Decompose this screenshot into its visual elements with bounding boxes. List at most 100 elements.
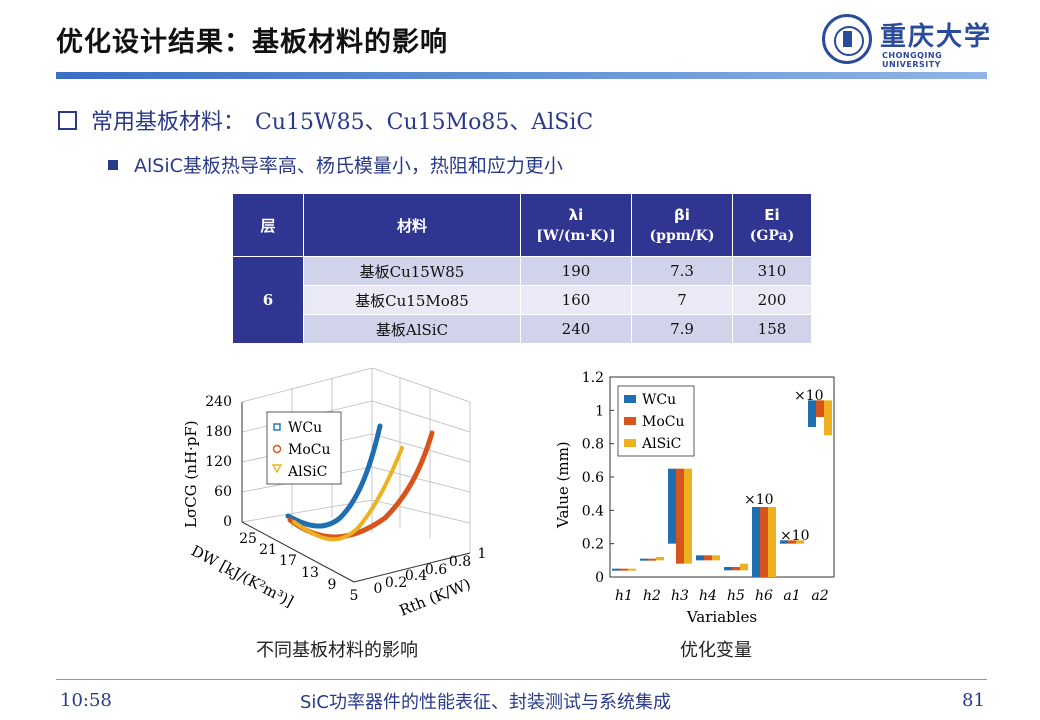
lambda-cell: 160 [520, 285, 632, 315]
header-divider [56, 72, 987, 79]
checkbox-bullet-icon [58, 111, 77, 130]
table-row: 基板AlSiC 240 7.9 158 [233, 314, 812, 344]
header-beta-symbol: βi [674, 206, 690, 224]
logo-name: 重庆大学 [880, 22, 993, 52]
y-tick: 25 [239, 531, 257, 547]
z-tick: 120 [205, 454, 232, 470]
header-e: Ei (GPa) [732, 193, 812, 257]
y-tick: 21 [259, 542, 277, 558]
y-tick-label: 1 [595, 403, 604, 419]
z-tick: 180 [205, 424, 232, 440]
slide-title: 优化设计结果：基板材料的影响 [56, 27, 448, 58]
y-tick-label: 0.6 [582, 470, 604, 486]
footer-title: SiC功率器件的性能表征、封装测试与系统集成 [300, 692, 671, 713]
scale-annotation: ×10 [794, 388, 824, 404]
variables-bar-chart: 0 0.2 0.4 0.6 0.8 1 1.2 h1 h2 h3 h4 h5 h6 a1 a2 Value… [554, 370, 835, 626]
series-wcu-curve [285, 423, 383, 529]
material-cell: 基板AlSiC [303, 314, 521, 344]
y-tick-label: 1.2 [582, 370, 604, 386]
bar-wcu-h6 [752, 507, 760, 577]
legend-label: MoCu [642, 414, 685, 430]
mocu-marker-icon [272, 444, 282, 454]
square-bullet-icon [108, 160, 118, 170]
bar-mocu-h1 [620, 568, 628, 571]
bar-mocu-a1 [788, 540, 796, 544]
x-tick-label: h3 [671, 588, 689, 604]
x-tick-label: a1 [783, 588, 800, 604]
caption-right: 优化变量 [680, 640, 752, 661]
header-material: 材料 [303, 193, 521, 257]
header-lambda-symbol: λi [568, 206, 584, 224]
bar-wcu-a1 [780, 540, 788, 544]
bar-mocu-h4 [704, 555, 712, 561]
table-row: 基板Cu15Mo85 160 7 200 [233, 285, 812, 315]
y-tick: 17 [279, 553, 297, 569]
bar-wcu-h5 [724, 567, 732, 571]
x-tick: 0 [374, 581, 383, 597]
y-tick-label: 0 [595, 570, 604, 586]
bar-alsic-a2 [824, 400, 832, 436]
header-lambda-unit: [W/(m·K)] [536, 228, 616, 244]
y-tick: 13 [301, 565, 319, 581]
x-tick: 1 [478, 546, 487, 562]
plot3d-axes [241, 402, 471, 583]
bar-wcu-h2 [640, 558, 648, 561]
x-tick: 0.6 [425, 562, 447, 578]
mocu-swatch-icon [624, 417, 636, 425]
material-cell: 基板Cu15Mo85 [303, 285, 521, 315]
y-tick-label: 0.8 [582, 437, 604, 453]
x-axis-label: Variables [686, 608, 757, 626]
bar-alsic-h1 [628, 568, 636, 571]
x-tick: 0.2 [385, 575, 407, 591]
header-beta: βi (ppm/K) [631, 193, 733, 257]
z-tick: 0 [223, 514, 232, 530]
footer-time: 10:58 [60, 690, 112, 711]
university-logo: 重庆大学 CHONGQING UNIVERSITY [822, 14, 997, 69]
bar-alsic-h4 [712, 555, 720, 561]
bar-wcu-h4 [696, 555, 704, 561]
header-layer: 层 [232, 193, 304, 257]
bar-mocu-h5 [732, 567, 740, 571]
beta-cell: 7 [631, 285, 733, 315]
footer-divider [56, 679, 987, 680]
e-cell: 158 [732, 314, 812, 344]
z-tick: 60 [214, 484, 232, 500]
bar-mocu-h2 [648, 558, 656, 561]
university-seal-icon [822, 14, 872, 64]
bar-alsic-h2 [656, 557, 664, 561]
y-tick-label: 0.2 [582, 537, 604, 553]
legend-label: WCu [642, 392, 676, 408]
scale-annotation: ×10 [780, 528, 810, 544]
bar-mocu-h3 [676, 468, 684, 564]
legend-label: WCu [288, 420, 322, 436]
bar-mocu-a2 [816, 400, 824, 417]
lambda-cell: 190 [520, 256, 632, 286]
table-header-row: 层 材料 λi [W/(m·K)] βi (ppm/K) Ei (GPa) [232, 193, 812, 257]
x-tick: 0.8 [449, 554, 471, 570]
bar-wcu-a2 [808, 400, 816, 427]
wcu-marker-icon [273, 423, 281, 431]
bar-mocu-h6 [760, 507, 768, 577]
x-tick-label: h1 [615, 588, 633, 604]
header-beta-unit: (ppm/K) [649, 228, 715, 244]
bar-alsic-h6 [768, 507, 776, 577]
x-tick-label: a2 [811, 588, 828, 604]
alsic-swatch-icon [624, 439, 636, 447]
header-e-unit: (GPa) [749, 228, 795, 244]
caption-left: 不同基板材料的影响 [256, 640, 418, 661]
bar-alsic-a1 [796, 540, 804, 544]
wcu-swatch-icon [624, 395, 636, 403]
beta-cell: 7.9 [631, 314, 733, 344]
bullet-main: 常用基板材料： Cu15W85、Cu15Mo85、AlSiC [58, 104, 593, 136]
z-tick: 240 [205, 394, 232, 410]
x-tick-label: h4 [699, 588, 717, 604]
x-tick-label: h6 [755, 588, 773, 604]
table-row: 6 基板Cu15W85 190 7.3 310 [232, 256, 812, 344]
layer-cell: 6 [232, 256, 304, 344]
y-tick: 9 [328, 577, 337, 593]
bar-alsic-h3 [684, 468, 692, 564]
x-tick: 0.4 [405, 568, 427, 584]
page-number: 81 [962, 690, 985, 711]
y-tick-label: 0.4 [582, 503, 604, 519]
bar-wcu-h3 [668, 468, 676, 544]
